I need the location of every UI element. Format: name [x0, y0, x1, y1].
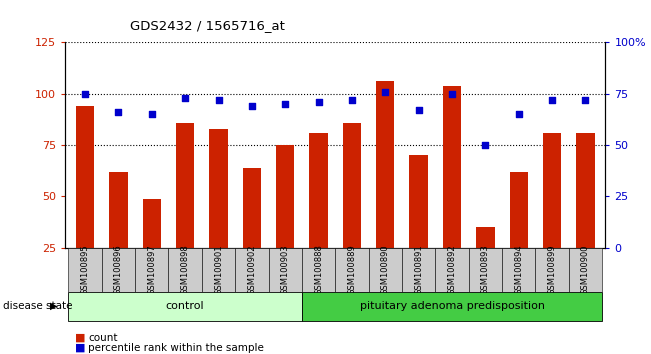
- Point: [313, 99, 324, 105]
- Bar: [210, 129, 228, 248]
- Bar: [569, 248, 602, 292]
- Text: GSM100892: GSM100892: [447, 245, 456, 295]
- Bar: [302, 292, 602, 321]
- Bar: [76, 106, 94, 248]
- Text: GSM100888: GSM100888: [314, 245, 323, 295]
- Text: ■: ■: [75, 333, 85, 343]
- Text: GSM100900: GSM100900: [581, 245, 590, 295]
- Point: [547, 97, 557, 103]
- Point: [380, 89, 391, 95]
- Bar: [343, 122, 361, 248]
- Point: [480, 142, 491, 148]
- Text: pituitary adenoma predisposition: pituitary adenoma predisposition: [359, 301, 544, 311]
- Point: [347, 97, 357, 103]
- Text: GDS2432 / 1565716_at: GDS2432 / 1565716_at: [130, 19, 285, 32]
- Text: GSM100890: GSM100890: [381, 245, 390, 295]
- Bar: [576, 133, 594, 248]
- Point: [280, 101, 290, 107]
- Bar: [443, 86, 461, 248]
- Text: GSM100891: GSM100891: [414, 245, 423, 295]
- Text: GSM100896: GSM100896: [114, 245, 123, 295]
- Text: GSM100893: GSM100893: [481, 245, 490, 295]
- Text: control: control: [166, 301, 204, 311]
- Bar: [135, 248, 169, 292]
- Bar: [436, 248, 469, 292]
- Point: [580, 97, 590, 103]
- Bar: [202, 248, 235, 292]
- Text: ■: ■: [75, 343, 85, 353]
- Bar: [368, 248, 402, 292]
- Bar: [476, 227, 495, 248]
- Bar: [376, 81, 395, 248]
- Bar: [469, 248, 502, 292]
- Point: [180, 95, 190, 101]
- Bar: [502, 248, 535, 292]
- Bar: [276, 145, 294, 248]
- Text: GSM100899: GSM100899: [547, 245, 557, 295]
- Text: ▶: ▶: [49, 301, 57, 311]
- Bar: [409, 155, 428, 248]
- Text: GSM100903: GSM100903: [281, 245, 290, 295]
- Point: [413, 107, 424, 113]
- Text: count: count: [88, 333, 117, 343]
- Text: GSM100889: GSM100889: [348, 245, 357, 295]
- Text: percentile rank within the sample: percentile rank within the sample: [88, 343, 264, 353]
- Point: [514, 112, 524, 117]
- Bar: [243, 168, 261, 248]
- Bar: [543, 133, 561, 248]
- Bar: [176, 122, 195, 248]
- Bar: [235, 248, 269, 292]
- Text: GSM100894: GSM100894: [514, 245, 523, 295]
- Point: [80, 91, 90, 97]
- Text: GSM100901: GSM100901: [214, 245, 223, 295]
- Text: GSM100895: GSM100895: [81, 245, 90, 295]
- Bar: [535, 248, 569, 292]
- Point: [146, 112, 157, 117]
- Bar: [109, 172, 128, 248]
- Text: GSM100898: GSM100898: [181, 245, 189, 295]
- Bar: [402, 248, 436, 292]
- Point: [447, 91, 457, 97]
- Bar: [335, 248, 368, 292]
- Text: disease state: disease state: [3, 301, 73, 311]
- Point: [214, 97, 224, 103]
- Bar: [102, 248, 135, 292]
- Bar: [68, 292, 302, 321]
- Bar: [68, 248, 102, 292]
- Bar: [302, 248, 335, 292]
- Bar: [510, 172, 528, 248]
- Bar: [309, 133, 327, 248]
- Bar: [169, 248, 202, 292]
- Point: [113, 109, 124, 115]
- Bar: [143, 199, 161, 248]
- Text: GSM100902: GSM100902: [247, 245, 256, 295]
- Bar: [269, 248, 302, 292]
- Point: [247, 103, 257, 109]
- Text: GSM100897: GSM100897: [147, 245, 156, 295]
